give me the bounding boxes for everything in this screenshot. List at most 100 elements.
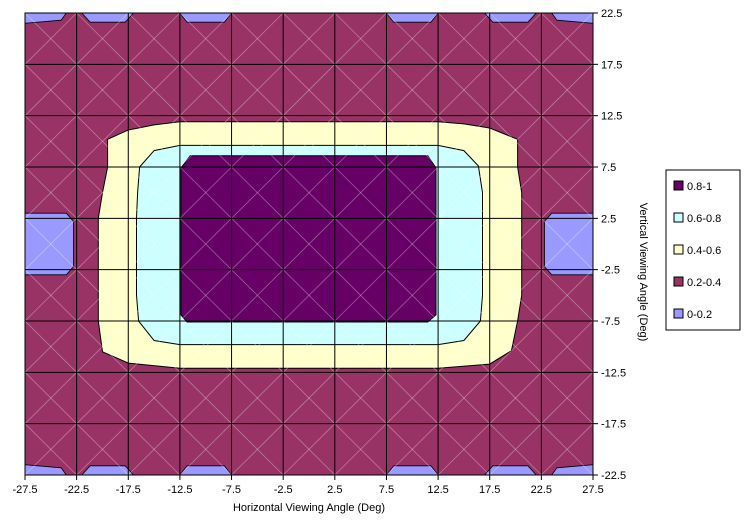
mesh-diagonal: [334, 12, 387, 65]
mesh-diagonal: [334, 320, 387, 373]
mesh-diagonal: [489, 218, 542, 270]
mesh-diagonal: [282, 218, 336, 270]
mesh-diagonal: [282, 64, 336, 116]
mesh-diagonal: [24, 423, 77, 476]
mesh-diagonal: [334, 423, 387, 476]
mesh-diagonal: [127, 372, 181, 424]
mesh-diagonal: [76, 166, 129, 219]
mesh-diagonal: [334, 269, 387, 322]
mesh-diagonal: [231, 12, 284, 65]
mesh-diagonal: [127, 115, 181, 168]
plot-area: [24, 12, 594, 476]
mesh-diagonal: [541, 64, 594, 116]
mesh-diagonal: [76, 166, 129, 219]
mesh-diagonal: [334, 166, 387, 219]
mesh-diagonal: [541, 320, 594, 373]
x-tick-label: -27.5: [12, 484, 37, 496]
x-tick-label: 12.5: [427, 484, 448, 496]
mesh-diagonal: [24, 218, 77, 270]
mesh-diagonal: [437, 320, 491, 373]
mesh-diagonal: [231, 320, 284, 373]
mesh-diagonal: [437, 218, 491, 270]
mesh-diagonal: [76, 12, 129, 65]
mesh-diagonal: [437, 166, 491, 219]
legend-label-0-0.2: 0-0.2: [687, 309, 712, 321]
mesh-diagonal: [179, 64, 232, 116]
mesh-diagonal: [76, 115, 129, 168]
mesh-diagonal: [489, 64, 542, 116]
y-tick-label: 22.5: [601, 8, 622, 20]
x-tick-label: -12.5: [167, 484, 192, 496]
mesh-diagonal: [282, 64, 336, 116]
mesh-diagonal: [386, 64, 439, 116]
mesh-diagonal: [179, 269, 232, 322]
mesh-diagonal: [282, 423, 336, 476]
mesh-diagonal: [334, 320, 387, 373]
mesh-diagonal: [24, 218, 77, 270]
mesh-diagonal: [489, 64, 542, 116]
mesh-diagonal: [24, 64, 77, 116]
contour-band-0.8-1: [180, 155, 437, 323]
mesh-diagonal: [24, 166, 77, 219]
y-tick-label: 7.5: [601, 162, 616, 174]
contour-region-low-3: [80, 12, 135, 23]
mesh-diagonal: [334, 64, 387, 116]
mesh-diagonal: [541, 218, 594, 270]
mesh-diagonal: [179, 372, 232, 424]
mesh-diagonal: [334, 166, 387, 219]
mesh-diagonal: [76, 372, 129, 424]
mesh-diagonal: [282, 269, 336, 322]
x-tick-label: 7.5: [379, 484, 394, 496]
legend-swatch-0.4-0.6: [673, 244, 684, 255]
mesh-diagonal: [76, 64, 129, 116]
mesh-diagonal: [76, 218, 129, 270]
mesh-diagonal: [179, 372, 232, 424]
mesh-diagonal: [76, 269, 129, 322]
mesh-diagonal: [489, 320, 542, 373]
mesh-diagonal: [127, 269, 181, 322]
mesh-diagonal: [541, 423, 594, 476]
mesh-diagonal: [179, 320, 232, 373]
x-tick-label: 17.5: [479, 484, 500, 496]
mesh-diagonal: [282, 372, 336, 424]
mesh-diagonal: [541, 115, 594, 168]
plot-border: [24, 12, 594, 476]
mesh-diagonal: [179, 166, 232, 219]
mesh-diagonal: [386, 115, 439, 168]
mesh-diagonal: [334, 115, 387, 168]
mesh-diagonal: [489, 423, 542, 476]
mesh-diagonal: [282, 166, 336, 219]
contour-region-low-9: [80, 465, 135, 476]
mesh-diagonal: [282, 320, 336, 373]
mesh-diagonal: [386, 372, 439, 424]
mesh-diagonal: [334, 372, 387, 424]
mesh-diagonal: [24, 115, 77, 168]
mesh-diagonal: [231, 115, 284, 168]
mesh-diagonal: [489, 12, 542, 65]
mesh-diagonal: [231, 423, 284, 476]
mesh-diagonal: [76, 423, 129, 476]
mesh-diagonal: [24, 372, 77, 424]
mesh-diagonal: [334, 64, 387, 116]
mesh-diagonal: [437, 269, 491, 322]
mesh-diagonal: [24, 269, 77, 322]
mesh-diagonal: [231, 269, 284, 322]
mesh-diagonal: [231, 269, 284, 322]
mesh-diagonal: [179, 218, 232, 270]
mesh-diagonal: [437, 115, 491, 168]
mesh-diagonal: [334, 423, 387, 476]
mesh-diagonal: [24, 423, 77, 476]
mesh-diagonal: [127, 320, 181, 373]
mesh-diagonal: [127, 372, 181, 424]
mesh-diagonal: [386, 218, 439, 270]
mesh-diagonal: [541, 320, 594, 373]
mesh-diagonal: [489, 115, 542, 168]
mesh-diagonal: [386, 166, 439, 219]
mesh-diagonal: [437, 372, 491, 424]
mesh-diagonal: [282, 320, 336, 373]
mesh-diagonal: [386, 64, 439, 116]
x-tick-label: -7.5: [222, 484, 241, 496]
mesh-diagonal: [76, 218, 129, 270]
mesh-diagonal: [437, 115, 491, 168]
contour-region-low-1: [544, 212, 594, 276]
